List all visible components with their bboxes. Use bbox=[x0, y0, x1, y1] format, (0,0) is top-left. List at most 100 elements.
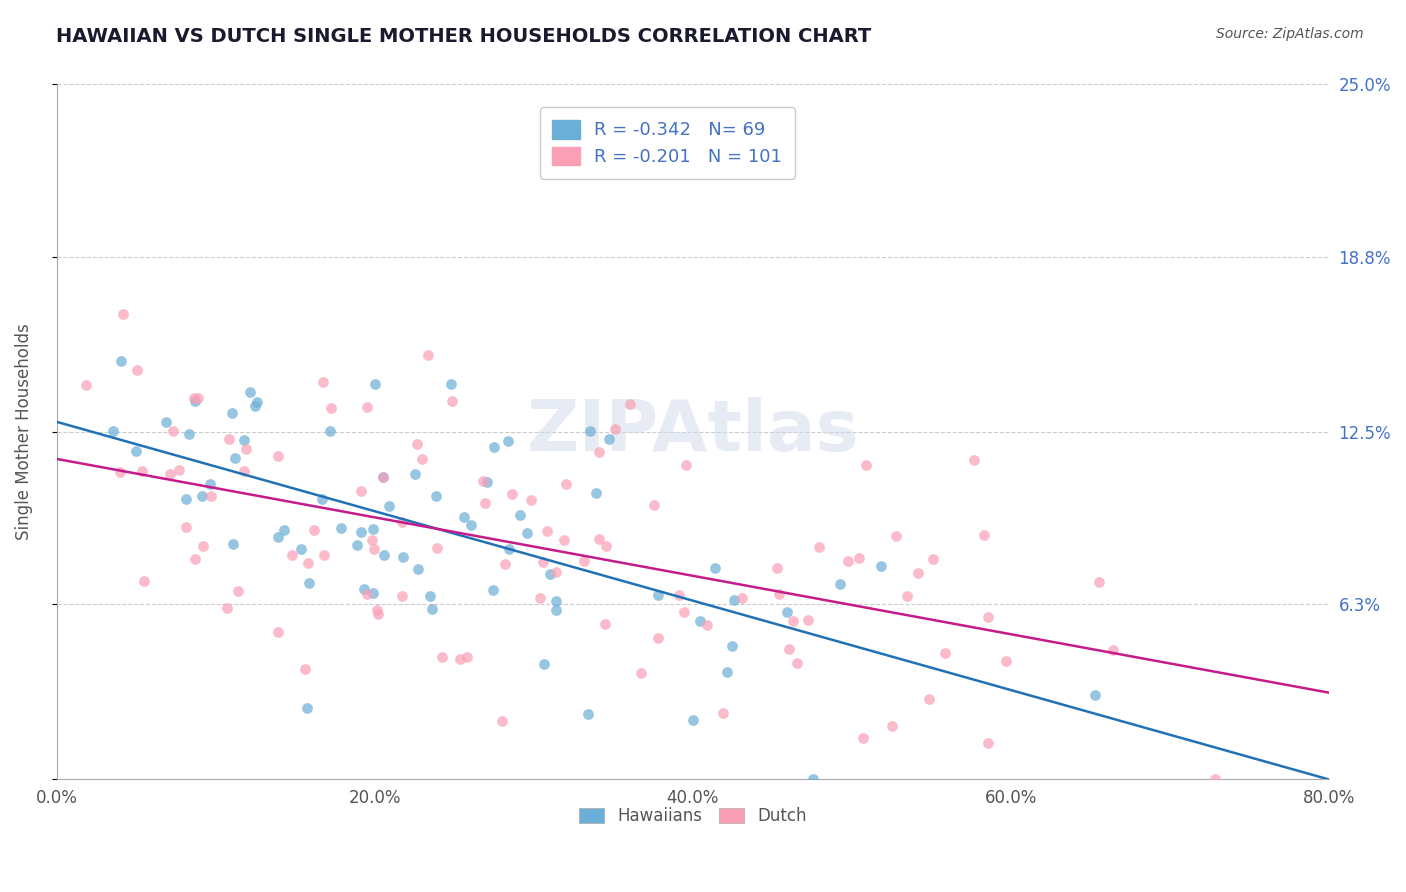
Point bbox=[298, 576, 321, 591]
Point bbox=[311, 491, 333, 506]
Point bbox=[731, 591, 754, 605]
Point bbox=[319, 424, 342, 438]
Point bbox=[426, 541, 449, 556]
Point bbox=[222, 537, 245, 551]
Point bbox=[766, 560, 789, 574]
Point bbox=[218, 432, 240, 446]
Point bbox=[221, 406, 243, 420]
Point bbox=[110, 466, 132, 480]
Point bbox=[907, 566, 929, 581]
Point bbox=[224, 450, 246, 465]
Point bbox=[184, 552, 207, 566]
Point bbox=[233, 433, 256, 447]
Point bbox=[509, 508, 531, 522]
Point bbox=[531, 555, 554, 569]
Point bbox=[778, 641, 800, 656]
Point bbox=[588, 444, 610, 458]
Point bbox=[647, 588, 669, 602]
Point bbox=[367, 607, 389, 622]
Point bbox=[346, 538, 368, 552]
Point bbox=[696, 618, 718, 632]
Point bbox=[217, 600, 239, 615]
Point bbox=[619, 397, 641, 411]
Point bbox=[406, 562, 429, 576]
Point bbox=[1204, 772, 1226, 786]
Point bbox=[786, 656, 808, 670]
Point bbox=[239, 384, 262, 399]
Point bbox=[576, 707, 599, 722]
Point bbox=[896, 589, 918, 603]
Point bbox=[848, 551, 870, 566]
Point bbox=[353, 582, 375, 596]
Point bbox=[127, 363, 149, 377]
Point bbox=[425, 489, 447, 503]
Point bbox=[830, 577, 852, 591]
Point bbox=[419, 589, 441, 603]
Point bbox=[125, 444, 148, 458]
Point bbox=[837, 553, 859, 567]
Point bbox=[723, 593, 745, 607]
Point bbox=[391, 515, 413, 529]
Y-axis label: Single Mother Households: Single Mother Households bbox=[15, 323, 32, 540]
Point bbox=[449, 651, 471, 665]
Point bbox=[371, 470, 394, 484]
Point bbox=[477, 475, 499, 489]
Point bbox=[350, 524, 373, 539]
Point bbox=[440, 376, 463, 391]
Text: ZIPAtlas: ZIPAtlas bbox=[526, 397, 859, 467]
Point bbox=[647, 631, 669, 645]
Point bbox=[75, 378, 97, 392]
Point bbox=[870, 558, 893, 573]
Point bbox=[297, 701, 319, 715]
Point bbox=[430, 649, 453, 664]
Point bbox=[585, 486, 607, 500]
Point bbox=[356, 587, 378, 601]
Point bbox=[491, 714, 513, 728]
Point bbox=[266, 449, 288, 463]
Point bbox=[546, 603, 568, 617]
Point bbox=[312, 375, 335, 389]
Point bbox=[280, 548, 302, 562]
Point bbox=[807, 540, 830, 554]
Point bbox=[855, 458, 877, 473]
Point bbox=[183, 391, 205, 405]
Point bbox=[420, 602, 443, 616]
Point bbox=[404, 467, 426, 481]
Point bbox=[366, 603, 388, 617]
Point bbox=[882, 718, 904, 732]
Point bbox=[852, 731, 875, 746]
Point bbox=[711, 706, 734, 720]
Point bbox=[884, 529, 907, 543]
Point bbox=[474, 496, 496, 510]
Point bbox=[290, 541, 312, 556]
Point bbox=[598, 432, 620, 446]
Point bbox=[554, 477, 576, 491]
Point bbox=[595, 539, 617, 553]
Point bbox=[177, 426, 200, 441]
Point bbox=[1087, 575, 1109, 590]
Point bbox=[373, 548, 395, 562]
Point bbox=[321, 401, 343, 416]
Point bbox=[110, 353, 132, 368]
Point bbox=[588, 532, 610, 546]
Point bbox=[977, 610, 1000, 624]
Point bbox=[1084, 689, 1107, 703]
Point bbox=[373, 470, 395, 484]
Point bbox=[167, 463, 190, 477]
Point bbox=[155, 415, 177, 429]
Point bbox=[603, 422, 626, 436]
Text: HAWAIIAN VS DUTCH SINGLE MOTHER HOUSEHOLDS CORRELATION CHART: HAWAIIAN VS DUTCH SINGLE MOTHER HOUSEHOL… bbox=[56, 27, 872, 45]
Point bbox=[267, 625, 290, 640]
Point bbox=[921, 552, 943, 566]
Point bbox=[553, 533, 575, 547]
Point bbox=[361, 533, 384, 547]
Point bbox=[533, 657, 555, 671]
Point bbox=[233, 464, 256, 478]
Point bbox=[174, 520, 197, 534]
Point bbox=[378, 499, 401, 513]
Point bbox=[496, 434, 519, 449]
Point bbox=[453, 510, 475, 524]
Point bbox=[529, 591, 551, 606]
Point bbox=[349, 484, 371, 499]
Point bbox=[482, 582, 505, 597]
